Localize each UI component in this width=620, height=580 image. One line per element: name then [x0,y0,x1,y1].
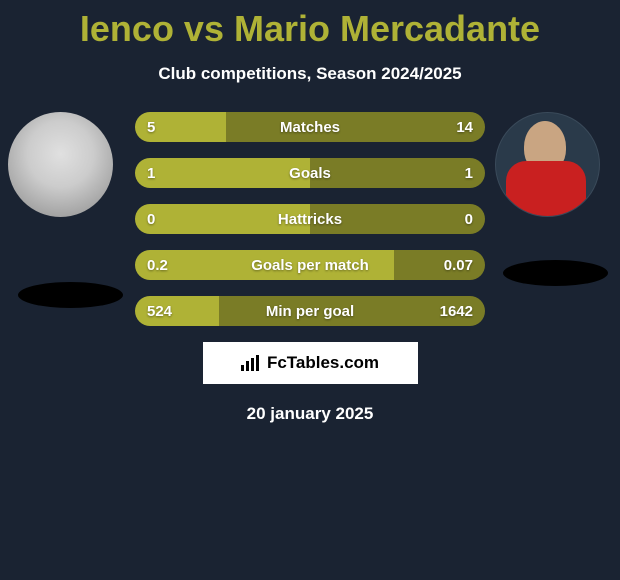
brand-label: FcTables.com [267,353,379,373]
stat-row: 514Matches [135,112,485,142]
stats-bars: 514Matches 11Goals 00Hattricks 0.20.07Goals… [135,112,485,326]
stat-label: Min per goal [135,296,485,326]
stat-label: Matches [135,112,485,142]
player-left-avatar [8,112,113,217]
chart-icon [241,355,261,371]
subtitle: Club competitions, Season 2024/2025 [0,64,620,84]
brand-badge[interactable]: FcTables.com [203,342,418,384]
page-title: Ienco vs Mario Mercadante [0,0,620,50]
player-left-shadow [18,282,123,308]
stat-row: 5241642Min per goal [135,296,485,326]
date-label: 20 january 2025 [0,404,620,424]
player-right-shadow [503,260,608,286]
stat-row: 0.20.07Goals per match [135,250,485,280]
stat-label: Goals per match [135,250,485,280]
stat-label: Goals [135,158,485,188]
player-right-avatar [495,112,600,217]
stat-row: 00Hattricks [135,204,485,234]
stats-area: 514Matches 11Goals 00Hattricks 0.20.07Goals… [0,112,620,326]
stat-label: Hattricks [135,204,485,234]
stat-row: 11Goals [135,158,485,188]
